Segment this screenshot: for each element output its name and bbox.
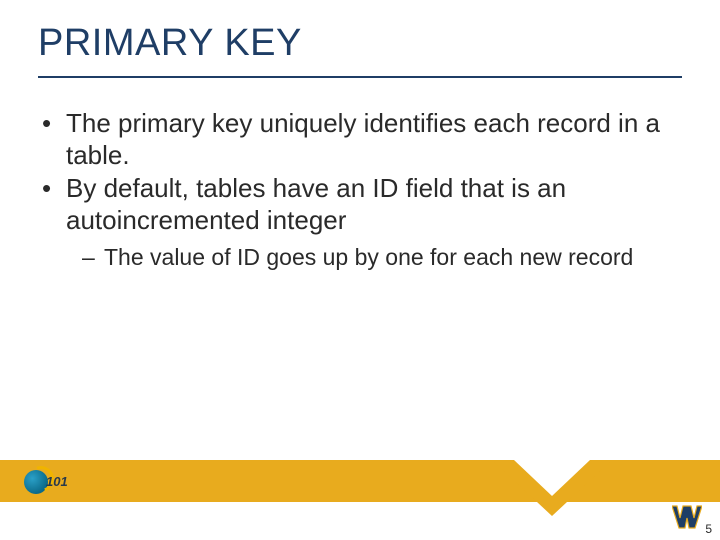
footer-under — [0, 502, 720, 540]
bullet-item: The primary key uniquely identifies each… — [38, 108, 682, 171]
footer-bar — [0, 460, 720, 502]
page-number: 5 — [705, 522, 712, 536]
chevron-icon — [492, 460, 612, 540]
wv-logo-icon — [672, 504, 702, 530]
course-logo-text: 101 — [46, 474, 68, 489]
course-logo-icon: 101 — [24, 464, 70, 498]
title-underline — [38, 76, 682, 78]
bullet-item: By default, tables have an ID field that… — [38, 173, 682, 236]
bullet-subitem: The value of ID goes up by one for each … — [38, 243, 682, 272]
slide-title: PRIMARY KEY — [38, 22, 302, 65]
slide: PRIMARY KEY The primary key uniquely ide… — [0, 0, 720, 540]
slide-body: The primary key uniquely identifies each… — [38, 108, 682, 272]
